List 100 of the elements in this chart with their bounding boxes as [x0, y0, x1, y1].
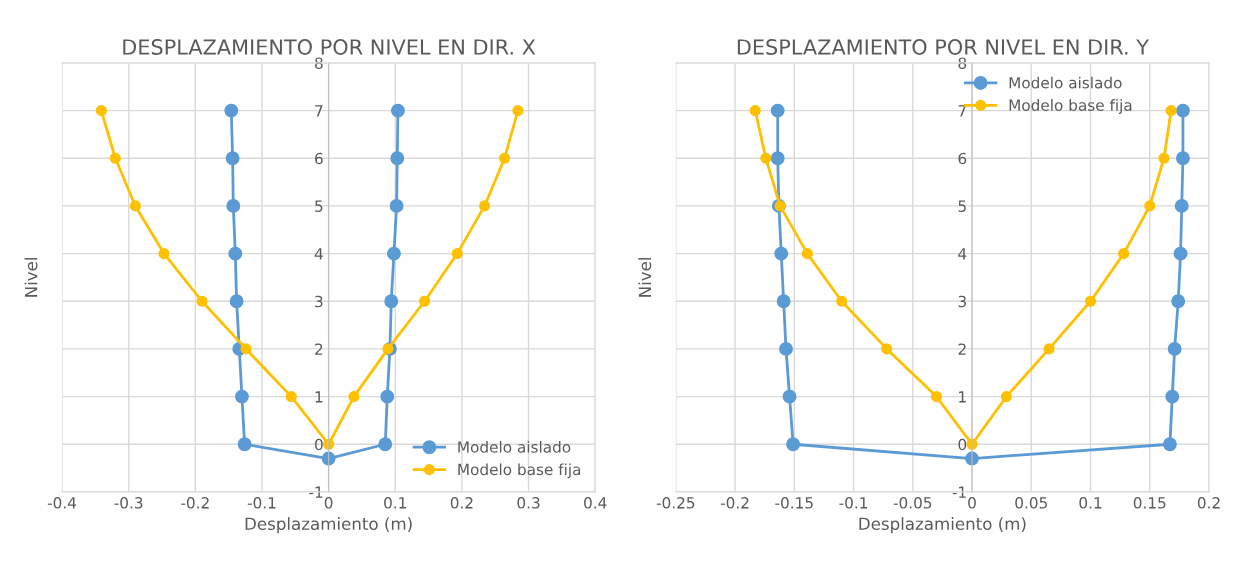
y-axis-title: Nivel [638, 258, 652, 297]
point [1084, 295, 1097, 307]
point [228, 246, 243, 261]
y-tick-label: 3 [958, 295, 966, 308]
point [451, 248, 463, 260]
point [390, 151, 405, 166]
x-tick-label: 0 [968, 497, 976, 509]
point [1043, 343, 1055, 355]
y-tick-label: 4 [958, 248, 967, 260]
x-tick-label: -0.15 [775, 497, 813, 509]
point [1165, 105, 1177, 117]
point [226, 198, 241, 213]
x-tick-label: -0.25 [656, 497, 695, 509]
point [1167, 341, 1182, 356]
legend-label: Modelo base fija [1009, 99, 1132, 114]
point [774, 246, 789, 261]
x-tick-label: -0.05 [893, 497, 932, 509]
point [389, 198, 404, 213]
y-tick-label: 3 [315, 295, 323, 308]
point [95, 105, 107, 117]
y-tick-label: 5 [315, 200, 323, 212]
point [1173, 246, 1188, 261]
point [129, 200, 141, 212]
x-tick-label: 0 [324, 497, 333, 509]
point [225, 151, 240, 166]
point [776, 294, 791, 309]
point [237, 437, 252, 452]
x-tick-label: 0.1 [384, 497, 406, 509]
x-tick-label: -0.2 [181, 497, 209, 509]
point [380, 389, 395, 404]
point [770, 151, 785, 166]
legend-label: Modelo aislado [458, 440, 571, 453]
x-tick-label: 0.05 [1015, 497, 1047, 509]
point [836, 295, 848, 307]
point [1118, 248, 1130, 260]
point [1174, 198, 1189, 213]
point [786, 437, 801, 452]
point [770, 103, 785, 118]
point [760, 152, 772, 164]
point [384, 294, 399, 309]
point [1165, 389, 1180, 404]
y-tick-label: -1 [952, 486, 966, 498]
x-tick-label: 0.2 [450, 497, 473, 509]
point [801, 248, 813, 260]
point [229, 294, 244, 309]
point [512, 105, 524, 117]
x-tick-label: -0.4 [47, 497, 77, 509]
y-tick-label: 4 [314, 248, 323, 260]
point [930, 391, 943, 403]
x-tick-label: -0.1 [247, 497, 276, 509]
y-tick-label: 0 [958, 438, 967, 451]
y-tick-label: 7 [315, 105, 323, 117]
x-tick-label: -0.2 [720, 497, 749, 509]
y-axis-title: Nivel [24, 258, 38, 297]
point [1144, 200, 1156, 212]
x-tick-label: 0.1 [1079, 497, 1102, 509]
point [109, 152, 121, 164]
x-tick-label: 0.2 [1197, 497, 1220, 509]
x-tick-label: -0.3 [114, 497, 143, 509]
point [782, 389, 797, 404]
y-tick-label: 5 [958, 200, 966, 212]
chart-title: DESPLAZAMIENTO POR NIVEL EN DIR. X [123, 39, 536, 55]
point [196, 295, 208, 307]
point [749, 105, 761, 117]
chart-title: DESPLAZAMIENTO POR NIVEL EN DIR. Y [737, 39, 1150, 55]
y-tick-label: 6 [958, 152, 967, 165]
point [378, 437, 393, 452]
point [348, 391, 360, 403]
point [881, 343, 893, 355]
point [779, 341, 793, 356]
y-tick-label: 0 [315, 438, 323, 451]
x-tick-label: 0.15 [1133, 497, 1166, 509]
y-tick-label: -1 [309, 486, 323, 498]
point [240, 343, 252, 355]
y-tick-label: 8 [958, 57, 967, 69]
y-tick-label: 6 [315, 152, 323, 165]
point [1171, 294, 1186, 309]
x-tick-label: -0.1 [839, 497, 868, 509]
point [1158, 152, 1170, 164]
y-tick-label: 1 [315, 391, 323, 403]
point [1175, 103, 1190, 118]
point [158, 248, 170, 260]
point [235, 389, 249, 404]
point [479, 200, 491, 212]
y-tick-label: 8 [315, 57, 323, 69]
x-axis-title: Desplazamiento (m) [859, 517, 1026, 534]
point [224, 103, 239, 118]
x-axis-title: Desplazamiento (m) [245, 517, 412, 534]
legend-label: Modelo base fija [458, 463, 581, 479]
y-tick-label: 1 [959, 391, 966, 403]
point [386, 246, 401, 261]
point [498, 152, 511, 164]
point [285, 391, 297, 403]
point [1175, 151, 1190, 166]
point [419, 295, 431, 307]
y-tick-label: 2 [315, 343, 323, 355]
x-tick-label: 0.3 [517, 497, 540, 509]
legend-label: Modelo aislado [1009, 76, 1122, 89]
point [1000, 391, 1012, 403]
x-tick-label: 0.4 [584, 497, 607, 509]
